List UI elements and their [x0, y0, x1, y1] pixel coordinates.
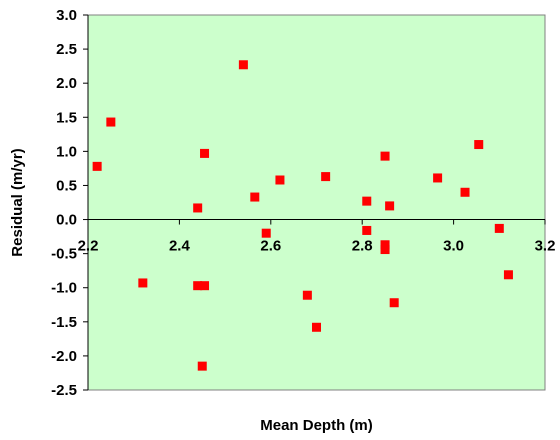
- data-point: [362, 196, 372, 206]
- y-tick-label: 2.5: [56, 41, 77, 58]
- data-points: [92, 60, 513, 371]
- data-point: [362, 225, 372, 235]
- y-tick-label: 0.5: [56, 177, 77, 194]
- data-point: [200, 148, 210, 158]
- data-point: [193, 281, 203, 291]
- data-point: [460, 187, 470, 197]
- data-point: [312, 322, 321, 332]
- data-point: [197, 361, 207, 371]
- x-tick-label: 2.4: [169, 238, 191, 255]
- data-point: [503, 270, 513, 280]
- y-axis-ticks: 3.0 2.5 2.0 1.5 1.0 0.5 0.0 -0.5 -1.0 -1.5 -2.0 -2.…: [51, 7, 88, 399]
- x-tick-label: 3.2: [535, 238, 556, 255]
- data-point: [106, 117, 116, 127]
- data-point: [474, 140, 484, 150]
- data-point: [261, 228, 271, 238]
- y-axis-title: Residual (m/yr): [9, 148, 26, 256]
- data-point: [138, 278, 148, 288]
- data-point: [92, 161, 102, 171]
- data-point: [193, 203, 203, 213]
- data-point: [380, 245, 390, 255]
- x-tick-label: 2.6: [260, 238, 281, 255]
- x-axis-title: Mean Depth (m): [260, 417, 373, 434]
- data-point: [389, 298, 399, 308]
- y-tick-label: 1.0: [56, 143, 77, 160]
- data-point: [275, 175, 285, 185]
- data-point: [433, 173, 443, 183]
- y-tick-label: 2.0: [56, 75, 77, 92]
- y-tick-label: -2.0: [51, 348, 77, 365]
- y-tick-label: 0.0: [56, 212, 77, 229]
- y-tick-label: -0.5: [51, 246, 77, 263]
- data-point: [302, 290, 312, 300]
- x-tick-label: 3.0: [443, 238, 464, 255]
- y-tick-label: 3.0: [56, 7, 77, 24]
- y-tick-label: -1.0: [51, 280, 77, 297]
- data-point: [200, 281, 210, 291]
- data-point: [321, 172, 331, 182]
- x-tick-label: 2.8: [352, 238, 373, 255]
- data-point: [238, 60, 248, 70]
- data-point: [250, 192, 260, 202]
- plot-area: [87, 14, 546, 391]
- data-point: [380, 151, 390, 161]
- y-tick-label: 1.5: [56, 109, 77, 126]
- y-tick-label: -2.5: [51, 382, 77, 399]
- data-point: [380, 240, 390, 250]
- data-point: [494, 223, 504, 233]
- data-point: [385, 201, 395, 211]
- y-tick-label: -1.5: [51, 314, 77, 331]
